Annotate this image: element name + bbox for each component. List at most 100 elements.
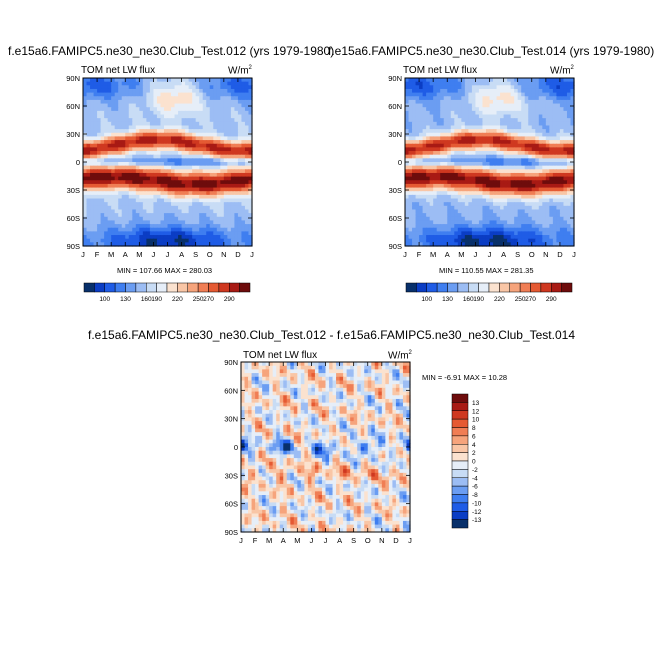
contour-cell bbox=[128, 118, 133, 123]
contour-cell bbox=[503, 132, 508, 138]
contour-cell bbox=[426, 183, 431, 189]
contour-cell bbox=[248, 162, 253, 167]
contour-cell bbox=[202, 129, 207, 134]
contour-cell bbox=[528, 183, 533, 189]
contour-cell bbox=[100, 238, 105, 243]
contour-cell bbox=[353, 373, 358, 378]
contour-cell bbox=[535, 132, 540, 138]
contour-cell bbox=[223, 220, 228, 225]
contour-cell bbox=[552, 242, 557, 247]
contour-cell bbox=[220, 110, 225, 116]
contour-cell bbox=[563, 238, 568, 243]
contour-cell bbox=[156, 96, 162, 101]
contour-cell bbox=[230, 242, 235, 247]
contour-cell bbox=[447, 99, 452, 105]
contour-cell bbox=[83, 151, 88, 156]
contour-cell bbox=[454, 238, 459, 243]
contour-cell bbox=[482, 216, 487, 222]
colorbar-swatch bbox=[125, 282, 137, 293]
contour-cell bbox=[535, 158, 540, 163]
contour-cell bbox=[381, 369, 386, 374]
contour-cell bbox=[195, 209, 200, 214]
contour-cell bbox=[406, 369, 411, 374]
contour-cell bbox=[185, 136, 190, 141]
contour-cell bbox=[521, 118, 526, 123]
contour-cell bbox=[436, 96, 441, 101]
contour-cell bbox=[454, 92, 459, 97]
contour-cell bbox=[135, 158, 140, 163]
contour-cell bbox=[114, 151, 119, 156]
contour-cell bbox=[378, 387, 383, 393]
contour-cell bbox=[97, 110, 102, 116]
contour-cell bbox=[475, 143, 480, 148]
contour-cell bbox=[132, 169, 137, 174]
contour-cell bbox=[433, 129, 438, 134]
contour-cell bbox=[149, 96, 155, 101]
contour-cell bbox=[230, 216, 235, 222]
contour-cell bbox=[496, 205, 501, 211]
contour-cell bbox=[336, 380, 341, 385]
contour-cell bbox=[422, 143, 427, 148]
contour-cell bbox=[517, 118, 522, 123]
contour-cell bbox=[209, 143, 214, 148]
y-tick-label: 90S bbox=[67, 242, 80, 251]
contour-cell bbox=[426, 235, 431, 240]
contour-cell bbox=[447, 96, 452, 101]
contour-cell bbox=[496, 213, 501, 218]
contour-cell bbox=[503, 110, 508, 116]
contour-cell bbox=[419, 242, 424, 247]
contour-cell bbox=[346, 369, 351, 374]
contour-cell bbox=[443, 198, 448, 203]
contour-cell bbox=[471, 209, 477, 214]
contour-cell bbox=[202, 125, 207, 130]
contour-cell bbox=[107, 169, 112, 174]
contour-cell bbox=[566, 110, 572, 116]
contour-cell bbox=[436, 151, 441, 156]
contour-cell bbox=[419, 169, 424, 174]
contour-cell bbox=[493, 136, 498, 141]
contour-cell bbox=[545, 143, 550, 148]
contour-cell bbox=[517, 154, 522, 159]
contour-cell bbox=[507, 224, 512, 229]
contour-cell bbox=[408, 176, 413, 181]
contour-cell bbox=[429, 231, 434, 236]
contour-cell bbox=[213, 172, 218, 178]
contour-cell bbox=[443, 191, 448, 196]
contour-cell bbox=[160, 92, 165, 97]
contour-cell bbox=[500, 238, 505, 243]
contour-cell bbox=[107, 198, 112, 203]
contour-cell bbox=[405, 169, 410, 174]
contour-cell bbox=[135, 88, 140, 94]
colorbar-label: 130 bbox=[442, 296, 453, 303]
contour-cell bbox=[185, 176, 190, 181]
contour-cell bbox=[346, 380, 351, 385]
contour-cell bbox=[559, 227, 565, 232]
contour-cell bbox=[93, 220, 98, 225]
contour-cell bbox=[563, 143, 568, 148]
contour-cell bbox=[514, 78, 519, 83]
contour-cell bbox=[216, 158, 221, 163]
contour-cell bbox=[528, 227, 533, 232]
contour-cell bbox=[199, 147, 204, 152]
contour-cell bbox=[500, 78, 505, 83]
contour-cell bbox=[262, 384, 267, 389]
y-tick-label: 30N bbox=[66, 130, 80, 139]
contour-cell bbox=[213, 216, 218, 222]
contour-cell bbox=[507, 125, 512, 130]
contour-cell bbox=[104, 99, 109, 105]
contour-cell bbox=[321, 380, 327, 385]
contour-cell bbox=[202, 147, 207, 152]
contour-cell bbox=[244, 81, 250, 86]
contour-cell bbox=[251, 376, 256, 382]
contour-cell bbox=[447, 110, 452, 116]
contour-cell bbox=[230, 132, 235, 138]
contour-cell bbox=[118, 147, 123, 152]
panel1-colorbar: 100 130 160 190 220 250 270 290 bbox=[83, 282, 251, 303]
contour-cell bbox=[185, 205, 190, 211]
contour-cell bbox=[188, 224, 193, 229]
contour-cell bbox=[139, 96, 144, 101]
contour-cell bbox=[531, 107, 536, 112]
contour-cell bbox=[461, 194, 466, 200]
contour-cell bbox=[234, 224, 239, 229]
contour-cell bbox=[265, 380, 270, 385]
